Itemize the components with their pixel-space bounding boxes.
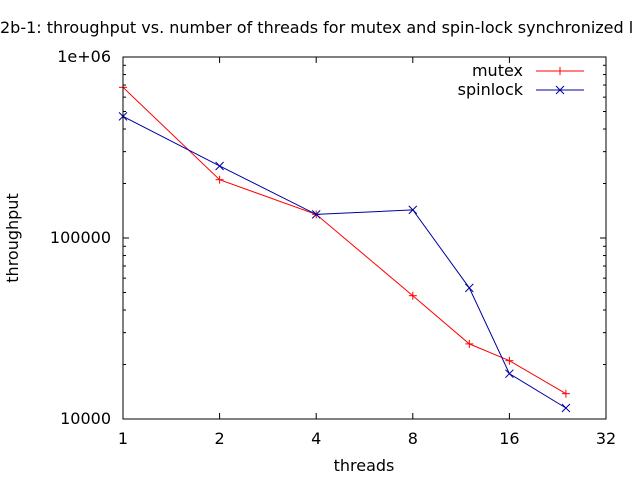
data-point-spinlock <box>311 210 321 219</box>
y-axis-label: throughput <box>3 193 22 282</box>
x-tick-label: 1 <box>118 429 128 448</box>
y-tick-label: 10000 <box>60 409 111 428</box>
cross-b <box>408 205 418 215</box>
chart-title: 2b-1: throughput vs. number of threads f… <box>0 18 633 37</box>
legend-marker-mutex <box>556 67 564 75</box>
y-tick-label: 1e+06 <box>57 47 111 66</box>
data-point-mutex <box>408 291 417 300</box>
data-point-spinlock <box>561 403 571 413</box>
data-point-spinlock <box>408 205 418 215</box>
cross-b <box>215 161 224 171</box>
data-point-mutex <box>561 389 570 398</box>
cross-b <box>561 403 571 413</box>
legend-label-spinlock: spinlock <box>458 80 524 99</box>
data-point-spinlock <box>215 161 224 171</box>
axis-ticks <box>122 56 607 420</box>
x-tick-label: 4 <box>311 429 321 448</box>
data-point-spinlock <box>505 369 514 379</box>
series-line-spinlock <box>122 115 567 409</box>
data-point-mutex <box>465 339 474 348</box>
series-line-mutex <box>122 86 567 395</box>
tick-labels: 1 2 4 8 16 32 10000 100000 1e+06 <box>50 47 616 448</box>
plot-frame <box>122 56 607 420</box>
legend-label-mutex: mutex <box>472 61 523 80</box>
data-point-spinlock <box>464 283 474 293</box>
x-axis-label: threads <box>334 456 395 475</box>
x-tick-label: 8 <box>408 429 418 448</box>
cross-b <box>311 210 321 219</box>
plot-series <box>118 83 571 413</box>
data-point-mutex <box>215 175 224 184</box>
x-tick-label: 2 <box>215 429 225 448</box>
y-tick-label: 100000 <box>50 228 111 247</box>
x-tick-label: 16 <box>499 429 519 448</box>
legend-marker-spinlock <box>555 85 565 95</box>
x-tick-label: 32 <box>596 429 616 448</box>
cross-b <box>505 369 514 379</box>
cross-b <box>464 283 474 293</box>
cross-b <box>555 85 565 95</box>
data-point-mutex <box>505 356 514 365</box>
